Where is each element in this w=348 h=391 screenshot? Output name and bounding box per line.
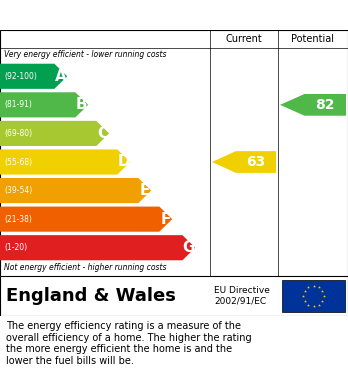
Text: E: E [140, 183, 150, 198]
Text: G: G [183, 240, 195, 255]
Text: (1-20): (1-20) [4, 243, 27, 252]
Text: Very energy efficient - lower running costs: Very energy efficient - lower running co… [4, 50, 166, 59]
Text: B: B [76, 97, 88, 112]
Text: C: C [97, 126, 108, 141]
Text: (39-54): (39-54) [4, 186, 32, 195]
Polygon shape [0, 235, 195, 260]
Text: England & Wales: England & Wales [6, 287, 176, 305]
Text: (21-38): (21-38) [4, 215, 32, 224]
Text: F: F [160, 212, 171, 227]
Text: 63: 63 [246, 155, 266, 169]
Polygon shape [0, 121, 109, 146]
Text: The energy efficiency rating is a measure of the
overall efficiency of a home. T: The energy efficiency rating is a measur… [6, 321, 252, 366]
Text: (92-100): (92-100) [4, 72, 37, 81]
Text: EU Directive
2002/91/EC: EU Directive 2002/91/EC [214, 286, 270, 306]
Bar [282, 280, 345, 312]
Polygon shape [0, 92, 88, 117]
Polygon shape [212, 151, 276, 173]
Text: Potential: Potential [292, 34, 334, 44]
Polygon shape [0, 206, 172, 232]
Text: A: A [55, 69, 67, 84]
Text: Not energy efficient - higher running costs: Not energy efficient - higher running co… [4, 263, 166, 272]
Text: (69-80): (69-80) [4, 129, 32, 138]
Polygon shape [280, 94, 346, 116]
Text: D: D [118, 154, 130, 170]
Polygon shape [0, 178, 151, 203]
Text: Energy Efficiency Rating: Energy Efficiency Rating [69, 7, 279, 23]
Text: Current: Current [226, 34, 262, 44]
Polygon shape [0, 149, 130, 174]
Text: (55-68): (55-68) [4, 158, 32, 167]
Text: 82: 82 [316, 98, 335, 112]
Polygon shape [0, 64, 67, 89]
Text: (81-91): (81-91) [4, 100, 32, 109]
